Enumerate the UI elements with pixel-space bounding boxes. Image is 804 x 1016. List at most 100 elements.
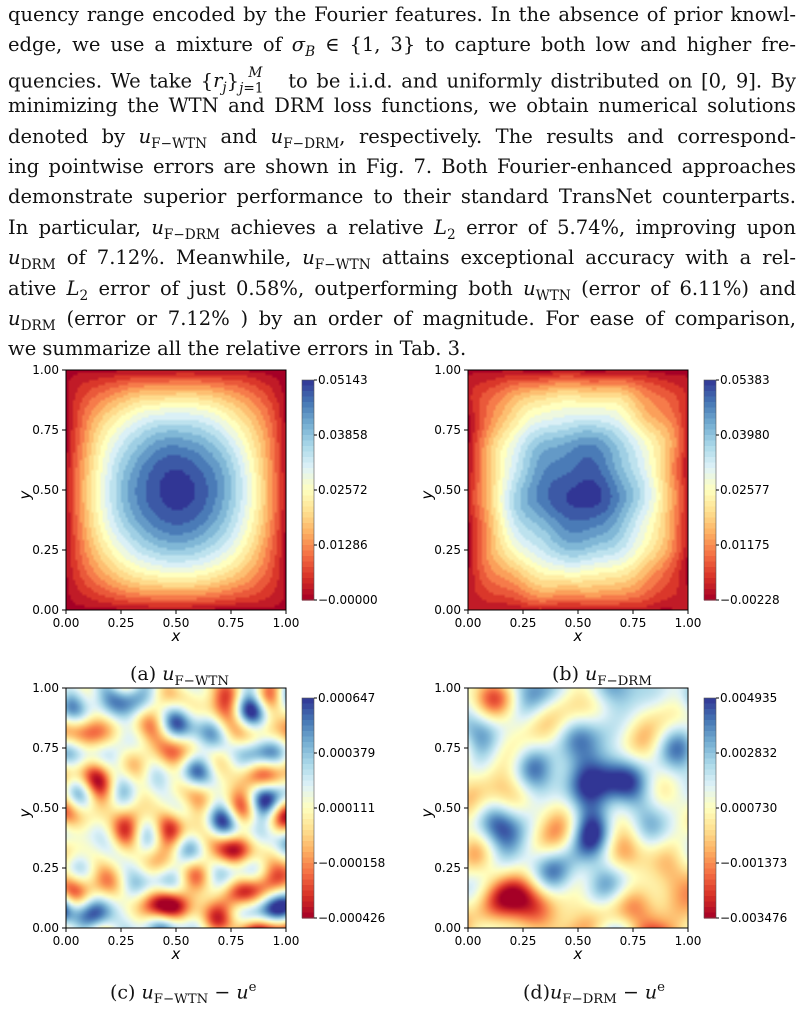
heatmap-canvas [66,370,286,610]
colorbar-band [302,435,314,442]
colorbar-band [704,484,716,491]
colorbar-band [704,440,716,447]
paragraph-line: uDRM of 7.12%. Meanwhile, uF−WTN attains… [8,246,796,274]
colorbar-band [704,413,716,420]
x-tick-label: 0.50 [163,934,190,948]
colorbar-band [704,451,716,458]
colorbar-band [704,775,716,782]
paragraph-line: denoted by uF−WTN and uF−DRM, respective… [8,124,796,152]
panel-svg: 0.00 0.25 0.50 0.75 1.00 0.00 0.25 0.50 0.75 1.00… [16,363,378,645]
paragraph-line: quencies. We take {rj}j=1M to be i.i.d. … [8,65,796,97]
colorbar-tick-label: −0.003476 [720,911,787,925]
colorbar-band [704,550,716,557]
colorbar-band [704,786,716,793]
colorbar-tick-label: 0.004935 [720,691,777,705]
colorbar-band [302,791,314,798]
y-tick-label: 0.25 [434,861,461,875]
colorbar-band [302,418,314,425]
colorbar-band [704,501,716,508]
colorbar-band [704,901,716,908]
colorbar-band [704,446,716,453]
colorbar-band [704,846,716,853]
heatmap-canvas [468,688,688,928]
colorbar-band [704,780,716,787]
colorbar-band [704,545,716,552]
x-tick-label: 0.50 [163,616,190,630]
colorbar-band [302,402,314,409]
colorbar-band [302,545,314,552]
colorbar-band [704,578,716,585]
colorbar-band [302,457,314,464]
figure-panel-d: 0.00 0.25 0.50 0.75 1.00 0.00 0.25 0.50 0.75 1.00… [402,678,804,978]
colorbar-band [704,747,716,754]
colorbar-band [302,841,314,848]
y-tick-label: 0.75 [32,741,59,755]
colorbar-band [704,572,716,579]
y-axis-label: y [418,489,436,500]
colorbar-band [302,396,314,403]
colorbar-band [704,808,716,815]
colorbar-band [704,490,716,497]
colorbar-tick-label: −0.000158 [318,856,385,870]
y-tick-label: 1.00 [32,363,59,377]
colorbar-band [704,468,716,475]
y-axis-label: y [16,489,34,500]
colorbar-band [302,578,314,585]
colorbar-band [302,709,314,716]
colorbar-band [704,539,716,546]
colorbar-band [302,506,314,513]
colorbar-band [302,424,314,431]
colorbar-band [704,457,716,464]
colorbar-band [704,791,716,798]
y-axis-label: y [418,807,436,818]
colorbar-band [302,380,314,387]
colorbar-band [704,435,716,442]
paragraph-line: we summarize all the relative errors in … [8,337,467,361]
colorbar-band [704,802,716,809]
colorbar-band [302,747,314,754]
panel-svg: 0.00 0.25 0.50 0.75 1.00 0.00 0.25 0.50 0.75 1.00… [418,681,787,963]
colorbar-band [302,594,314,601]
colorbar-band [302,572,314,579]
colorbar-band [704,868,716,875]
x-tick-label: 1.00 [273,616,300,630]
figure-panel-b: 0.00 0.25 0.50 0.75 1.00 0.00 0.25 0.50 0.75 1.00… [402,360,804,660]
colorbar-band [302,852,314,859]
colorbar-band [302,468,314,475]
x-axis-label: x [171,945,181,963]
colorbar-band [302,479,314,486]
colorbar-band [704,742,716,749]
colorbar-tick-label: 0.000730 [720,801,777,815]
colorbar-band [302,742,314,749]
colorbar-band [302,556,314,563]
colorbar-band [302,846,314,853]
heatmap-canvas [66,688,286,928]
x-tick-label: 0.00 [455,616,482,630]
colorbar-band [704,561,716,568]
colorbar-band [302,780,314,787]
body-paragraph: quency range encoded by the Fourier feat… [8,0,796,365]
colorbar-band [704,896,716,903]
panel-svg: 0.00 0.25 0.50 0.75 1.00 0.00 0.25 0.50 0.75 1.00… [418,363,780,645]
colorbar-tick-label: −0.00000 [318,593,378,607]
colorbar-tick-label: −0.000426 [318,911,385,925]
caption-c: (c) uF−WTN − ue [110,980,257,1008]
colorbar-band [704,874,716,881]
colorbar-band [302,758,314,765]
figure-panel-c: 0.00 0.25 0.50 0.75 1.00 0.00 0.25 0.50 0.75 1.00… [0,678,402,978]
caption-d: (d)uF−DRM − ue [523,980,666,1008]
caption-b: (b) uF−DRM [552,663,652,689]
colorbar-band [302,473,314,480]
colorbar-band [302,451,314,458]
colorbar-band [302,495,314,502]
x-tick-label: 0.25 [510,934,537,948]
colorbar-band [704,769,716,776]
colorbar-band [302,462,314,469]
heatmap [66,370,286,610]
y-tick-label: 0.00 [32,603,59,617]
y-tick-label: 0.50 [434,801,461,815]
colorbar-band [704,731,716,738]
panel-svg: 0.00 0.25 0.50 0.75 1.00 0.00 0.25 0.50 0.75 1.00… [16,681,385,963]
y-tick-label: 0.50 [434,483,461,497]
colorbar-band [704,879,716,886]
